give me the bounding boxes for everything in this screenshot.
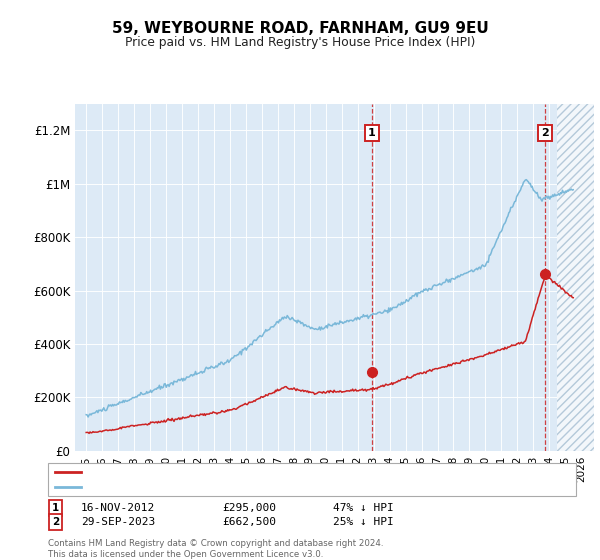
Text: 29-SEP-2023: 29-SEP-2023 [81,517,155,527]
Text: Contains HM Land Registry data © Crown copyright and database right 2024.
This d: Contains HM Land Registry data © Crown c… [48,539,383,559]
Text: 16-NOV-2012: 16-NOV-2012 [81,503,155,513]
Text: 2: 2 [541,128,549,138]
Bar [557,104,600,451]
Text: HPI: Average price, detached house, Waverley: HPI: Average price, detached house, Wave… [87,482,340,492]
Text: 59, WEYBOURNE ROAD, FARNHAM, GU9 9EU (detached house): 59, WEYBOURNE ROAD, FARNHAM, GU9 9EU (de… [87,467,430,477]
Text: 2: 2 [52,517,59,527]
Text: £295,000: £295,000 [222,503,276,513]
Bar [557,104,600,451]
Text: Price paid vs. HM Land Registry's House Price Index (HPI): Price paid vs. HM Land Registry's House … [125,36,475,49]
Text: 1: 1 [52,503,59,513]
Text: 1: 1 [368,128,376,138]
Text: 47% ↓ HPI: 47% ↓ HPI [333,503,394,513]
Text: £662,500: £662,500 [222,517,276,527]
Text: 59, WEYBOURNE ROAD, FARNHAM, GU9 9EU: 59, WEYBOURNE ROAD, FARNHAM, GU9 9EU [112,21,488,36]
Text: 25% ↓ HPI: 25% ↓ HPI [333,517,394,527]
